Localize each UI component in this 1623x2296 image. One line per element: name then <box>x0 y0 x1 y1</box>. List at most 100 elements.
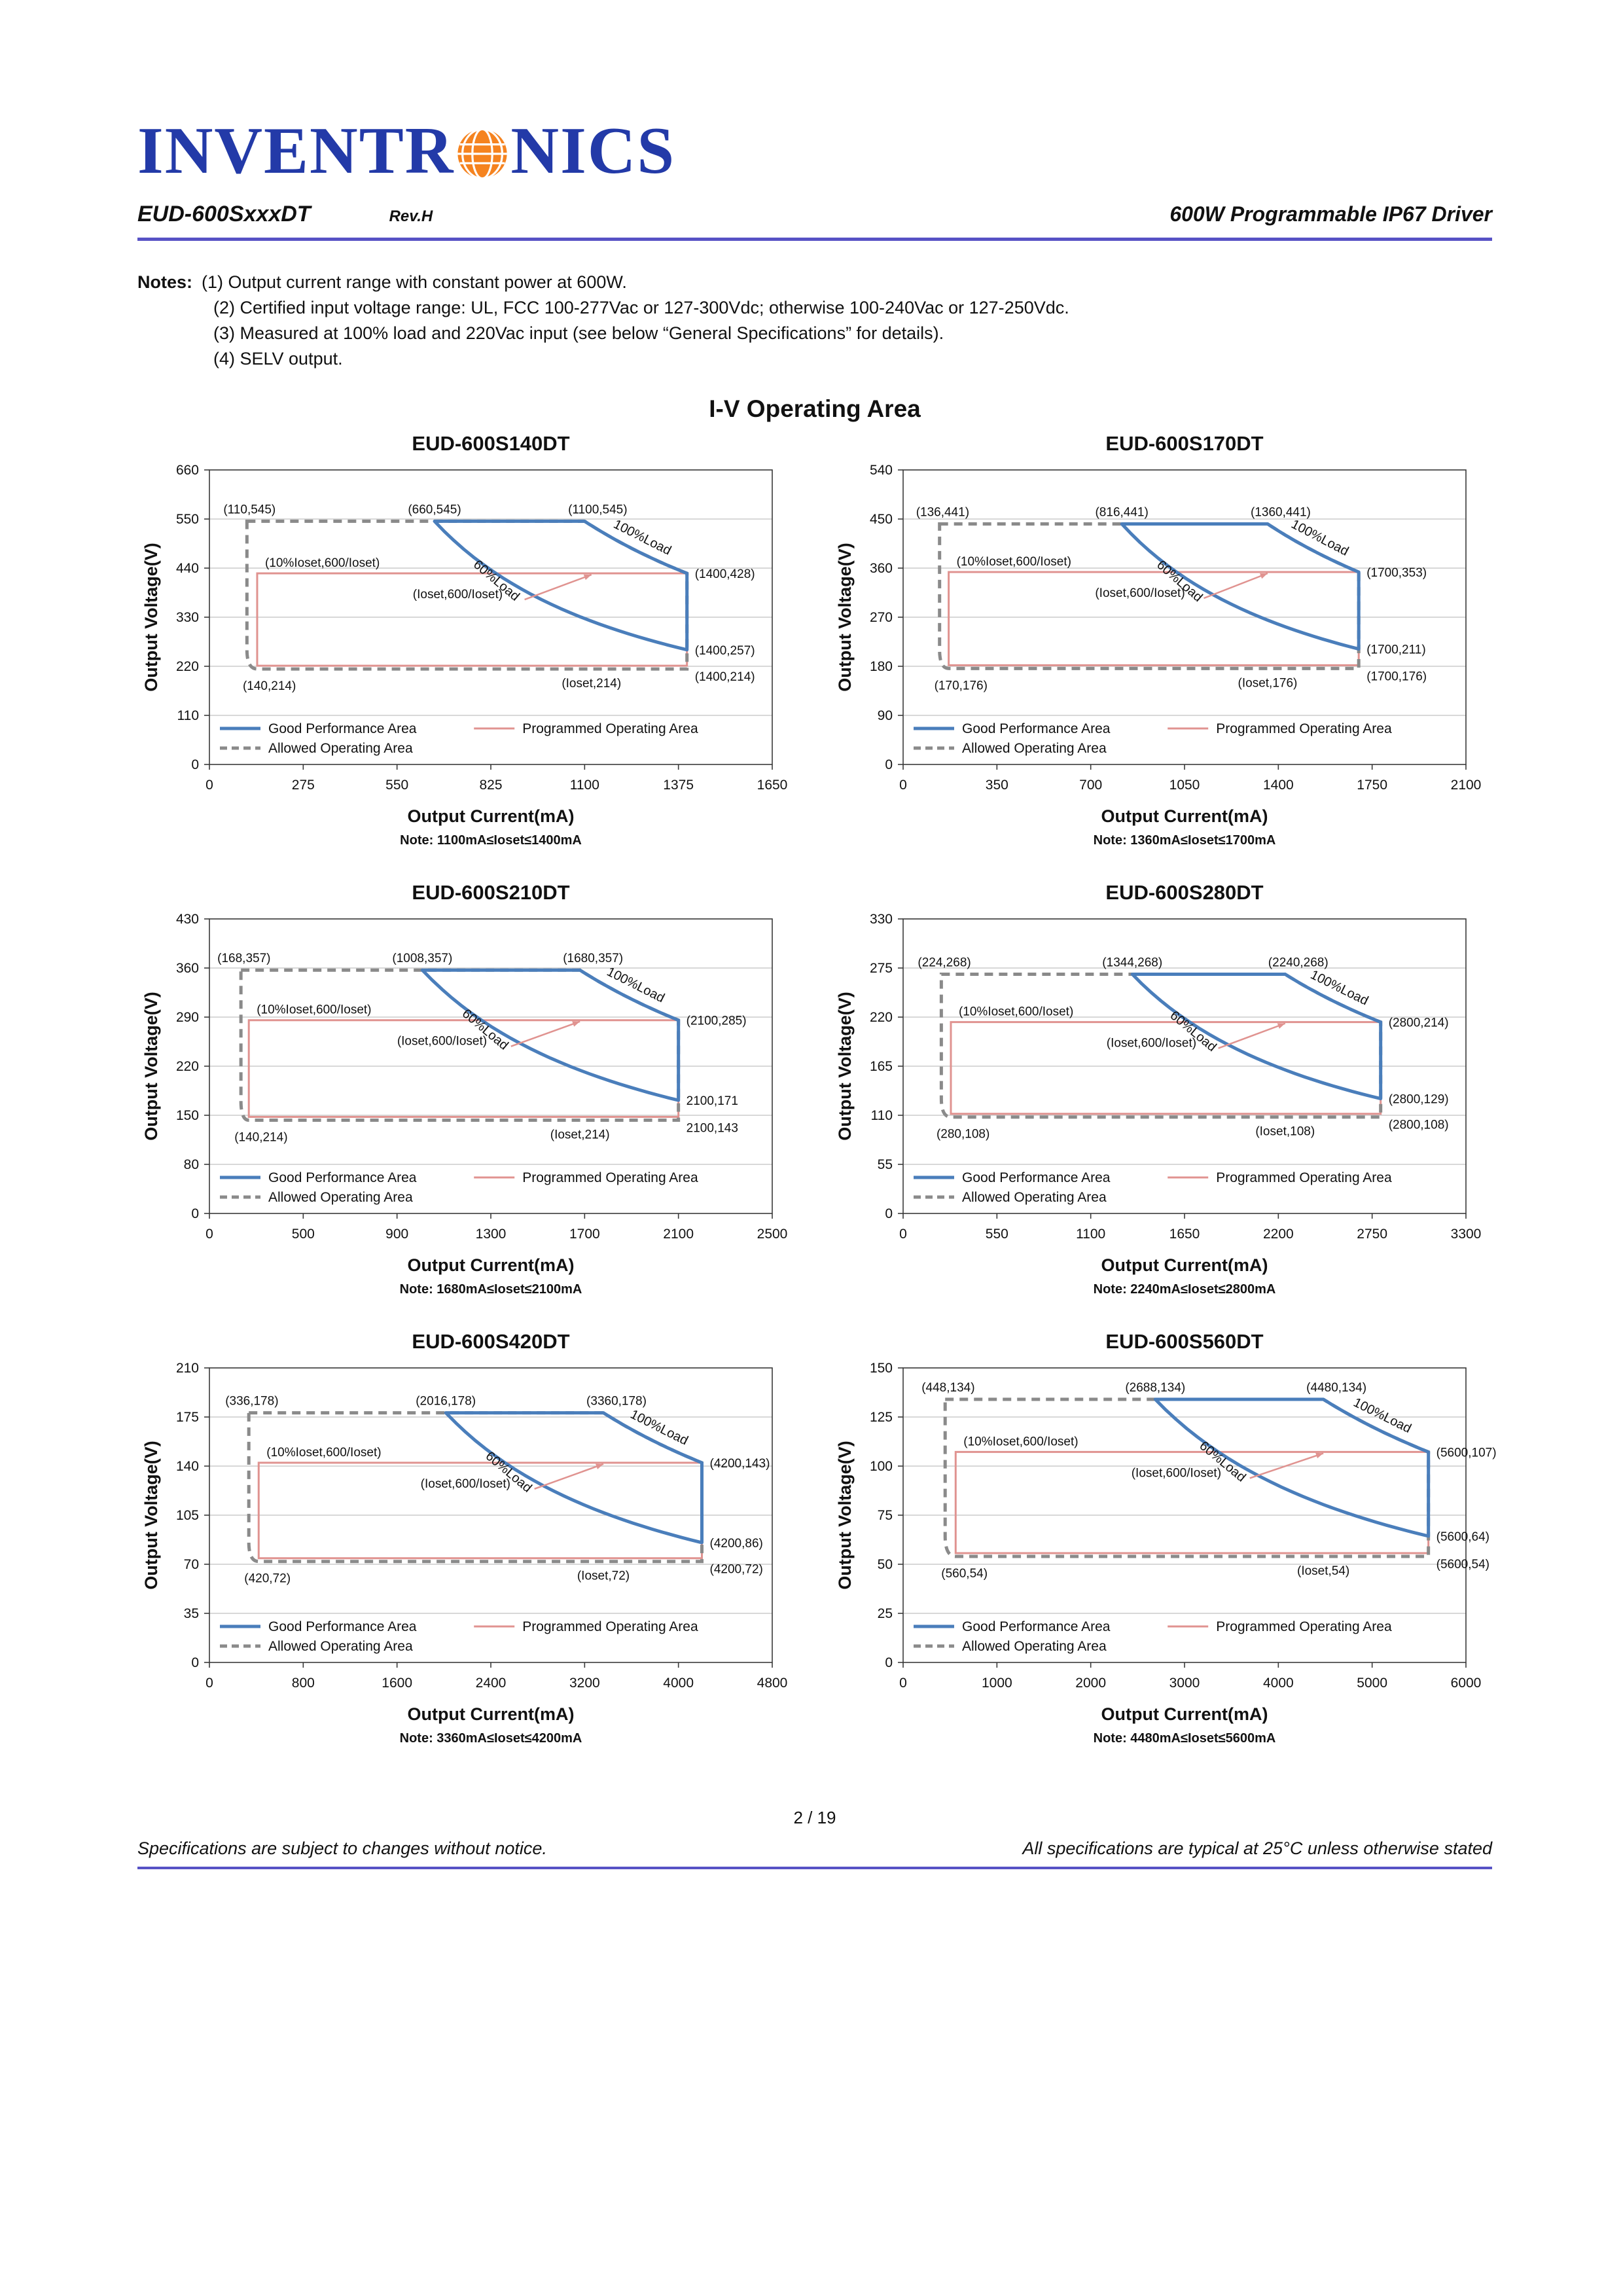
axis-ticks <box>204 1367 773 1668</box>
ioset-arrow <box>534 1463 604 1490</box>
ioset-range-note: Note: 3360mA≤Ioset≤4200mA <box>400 1731 582 1746</box>
chart-annotation: (5600,64) <box>1436 1530 1489 1544</box>
chart-annotation: (1008,357) <box>392 952 452 965</box>
legend-allowed-label: Allowed Operating Area <box>962 741 1107 756</box>
axis-ticks <box>898 469 1467 770</box>
legend-programmed-label: Programmed Operating Area <box>522 721 698 736</box>
chart-annotation: 2750 <box>1357 1227 1387 1242</box>
chart-annotation: 450 <box>870 512 893 527</box>
iv-chart-canvas: 0 1000 2000 3000 4000 5000 6000 0 25 50 75 100 125 15… <box>835 1361 1497 1746</box>
chart-annotation: 540 <box>870 463 893 478</box>
chart-title: EUD-600S560DT <box>1105 1330 1264 1353</box>
chart-annotation: 90 <box>878 708 893 723</box>
legend: Good Performance Area Programmed Operatin… <box>220 721 698 756</box>
ioset-arrow <box>524 573 592 601</box>
chart-annotation: 105 <box>176 1508 199 1523</box>
notes-section: Notes: (1) Output current range with cons… <box>137 270 1492 372</box>
chart-annotation: 220 <box>176 659 199 674</box>
chart-annotation: 165 <box>870 1059 893 1074</box>
page-header: INVENTR NICS EUD-600SxxxDT Rev.H 600W Pr… <box>137 118 1492 241</box>
iv-chart-canvas: 0 550 1100 1650 2200 2750 3300 0 55 110 165 220 275 3… <box>835 912 1481 1297</box>
chart-annotation: (1680,357) <box>563 952 623 965</box>
footer-row: Specifications are subject to changes wi… <box>137 1839 1492 1859</box>
chart-annotation: (140,214) <box>234 1131 287 1145</box>
model-number: EUD-600SxxxDT <box>137 202 311 226</box>
programmed-operating-area <box>950 1021 1382 1115</box>
ioset-arrowhead <box>1259 573 1268 579</box>
chart-annotation: 550 <box>986 1227 1008 1242</box>
chart-annotation: 660 <box>176 463 199 478</box>
ioset-arrow <box>1204 572 1268 600</box>
legend-good-label: Good Performance Area <box>268 1619 417 1634</box>
revision: Rev.H <box>389 207 433 225</box>
chart-annotation: (336,178) <box>225 1395 278 1408</box>
y-axis-title: Output Voltage(V) <box>835 992 855 1140</box>
legend-good-label: Good Performance Area <box>962 721 1111 736</box>
chart-annotation: 180 <box>870 659 893 674</box>
chart-annotation: 1375 <box>663 778 694 793</box>
chart-annotation: 290 <box>176 1010 199 1025</box>
chart-annotation: 700 <box>1079 778 1102 793</box>
legend-programmed-label: Programmed Operating Area <box>1216 721 1392 736</box>
chart-annotation: 0 <box>205 1227 213 1242</box>
chart-annotation: 70 <box>184 1557 199 1572</box>
chart-annotation: 80 <box>184 1157 199 1172</box>
note-line: Notes: (1) Output current range with cons… <box>137 270 1492 295</box>
note-line: (3) Measured at 100% load and 220Vac inp… <box>213 323 944 343</box>
chart-annotation: (1360,441) <box>1251 506 1311 520</box>
chart-annotation: 2100 <box>1451 778 1482 793</box>
chart-annotation: 35 <box>184 1606 199 1621</box>
x-axis-title: Output Current(mA) <box>408 1255 575 1275</box>
chart-title: EUD-600S170DT <box>1105 432 1264 455</box>
ioset-range-note: Note: 4480mA≤Ioset≤5600mA <box>1094 1731 1276 1746</box>
iv-chart-canvas: 0 350 700 1050 1400 1750 2100 0 90 180 270 360 450 54… <box>835 463 1482 848</box>
legend: Good Performance Area Programmed Operatin… <box>220 1170 698 1205</box>
chart-annotation: (Ioset,214) <box>550 1128 610 1142</box>
chart-annotation: (Ioset,72) <box>577 1570 630 1583</box>
y-axis-title: Output Voltage(V) <box>141 992 161 1140</box>
ioset-arrow <box>1249 1452 1324 1479</box>
chart-annotation: (Ioset,214) <box>562 677 621 691</box>
section-title: I-V Operating Area <box>709 395 921 422</box>
chart-annotation: 175 <box>176 1410 199 1425</box>
chart-annotation: (1100,545) <box>568 503 628 516</box>
legend-programmed-label: Programmed Operating Area <box>522 1170 698 1185</box>
ioset-arrowhead <box>596 1463 603 1469</box>
chart-annotation: 440 <box>176 561 199 576</box>
chart-annotation: (2800,108) <box>1389 1119 1449 1132</box>
chart-annotation: 4000 <box>1263 1676 1294 1691</box>
chart-annotation: (448,134) <box>921 1381 974 1395</box>
ioset-arrowhead <box>1277 1023 1285 1029</box>
good-performance-area <box>420 968 681 1102</box>
chart-annotation: 330 <box>870 912 893 927</box>
header-title-row: EUD-600SxxxDT Rev.H 600W Programmable IP… <box>137 202 1492 227</box>
chart-annotation: (280,108) <box>936 1128 990 1141</box>
chart-annotation: 0 <box>899 1676 907 1691</box>
chart-annotation: (4200,72) <box>710 1563 763 1577</box>
chart-annotation: (Ioset,600/Ioset) <box>1107 1037 1196 1050</box>
inventronics-logo: INVENTR NICS <box>137 118 1492 185</box>
chart-annotation: (1400,214) <box>695 670 755 684</box>
chart-annotation: 550 <box>176 512 199 527</box>
chart-title: EUD-600S210DT <box>412 881 570 904</box>
iv-chart: EUD-600S210DT 0 500 900 1300 1700 2100 2500 0 80… <box>137 881 805 1297</box>
ioset-range-note: Note: 1100mA≤Ioset≤1400mA <box>400 833 582 848</box>
y-axis-title: Output Voltage(V) <box>141 543 161 691</box>
ioset-arrowhead <box>572 1021 580 1027</box>
chart-annotation: (5600,54) <box>1436 1558 1489 1571</box>
chart-annotation: (2016,178) <box>416 1395 476 1408</box>
good-performance-area <box>1130 973 1383 1101</box>
chart-annotation: 1700 <box>569 1227 600 1242</box>
ioset-range-note: Note: 1680mA≤Ioset≤2100mA <box>400 1282 582 1297</box>
chart-annotation: 2100,171 <box>687 1094 738 1108</box>
chart-annotation: 360 <box>176 961 199 976</box>
chart-annotation: 270 <box>870 610 893 625</box>
chart-annotation: 1300 <box>476 1227 507 1242</box>
chart-annotation: (1400,257) <box>695 644 755 658</box>
chart-annotation: 100 <box>870 1459 893 1474</box>
axis-ticks <box>898 918 1467 1219</box>
chart-annotation: (1700,211) <box>1366 643 1426 657</box>
chart-annotation: 140 <box>176 1459 199 1474</box>
chart-title: EUD-600S140DT <box>412 432 570 455</box>
